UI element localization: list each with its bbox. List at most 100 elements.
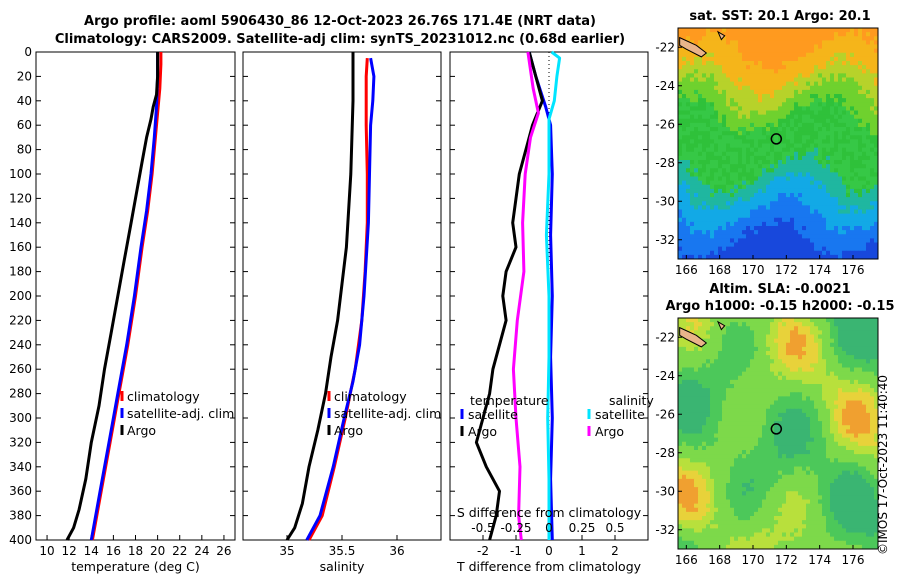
y-tick-label: 140: [9, 216, 32, 230]
y-tick-label: 320: [9, 435, 32, 449]
legend-header: salinity: [609, 393, 654, 408]
legend-label: satellite: [468, 407, 518, 422]
y-tick-label: 60: [17, 118, 32, 132]
top-tick-label: -0.25: [500, 521, 531, 535]
y-tick-label: 300: [9, 411, 32, 425]
series-argo: [65, 52, 160, 541]
x-tick-label: 176: [842, 553, 865, 567]
x-tick-label: 172: [775, 263, 798, 277]
x-tick-label: 14: [84, 544, 99, 558]
x-tick-label: 24: [194, 544, 209, 558]
y-tick-label: 120: [9, 191, 32, 205]
climatology-title: Climatology: CARS2009. Satellite-adj cli…: [54, 32, 626, 47]
x-tick-label: 0: [545, 544, 553, 558]
x-tick-label: 166: [675, 263, 698, 277]
x-tick-label: 20: [150, 544, 165, 558]
panel-temperature: [35, 51, 236, 541]
land-new-caledonia: [679, 326, 708, 348]
top-tick-label: 0.5: [605, 521, 624, 535]
x-tick-label: 176: [842, 263, 865, 277]
y-tick-label: -26: [655, 117, 675, 131]
sla-map-subtitle: Argo h1000: -0.15 h2000: -0.15: [665, 299, 895, 314]
x-tick-label: 35.5: [329, 544, 356, 558]
x-tick-label: 170: [742, 553, 765, 567]
x-tick-label: 174: [808, 263, 831, 277]
panel-salinity: [242, 51, 442, 541]
y-tick-label: 20: [17, 69, 32, 83]
x-tick-label: 35: [279, 544, 294, 558]
legend-label: satellite-adj. clim: [334, 406, 441, 421]
y-tick-label: -22: [655, 330, 675, 344]
y-tick-label: 160: [9, 240, 32, 254]
y-tick-label: 0: [24, 45, 32, 59]
y-tick-label: 260: [9, 362, 32, 376]
y-tick-label: 100: [9, 167, 32, 181]
y-tick-label: 340: [9, 460, 32, 474]
series-satellite-adj-clim: [89, 52, 160, 541]
map-field: [678, 318, 879, 550]
x-tick-label: 12: [62, 544, 77, 558]
x-tick-label: 174: [808, 553, 831, 567]
y-tick-label: -22: [655, 40, 675, 54]
legend-label: satellite: [595, 407, 645, 422]
legend-label: climatology: [127, 389, 200, 404]
legend-header: temperature: [470, 393, 549, 408]
profile-location-marker: [770, 133, 783, 145]
profile-location-marker: [770, 423, 783, 435]
y-tick-label: 380: [9, 509, 32, 523]
x-tick-label: 166: [675, 553, 698, 567]
y-tick-label: 360: [9, 484, 32, 498]
series-salinity-satellite: [544, 50, 562, 540]
y-tick-label: 40: [17, 94, 32, 108]
legend-label: Argo: [595, 424, 624, 439]
legend-label: Argo: [127, 423, 156, 438]
x-tick-label: 16: [106, 544, 121, 558]
sst-map-title: sat. SST: 20.1 Argo: 20.1: [689, 9, 871, 24]
sla-map: [677, 317, 879, 550]
map-frame: [677, 317, 879, 550]
x-tick-label: 1: [578, 544, 586, 558]
sla-map-title: Altim. SLA: -0.0021: [709, 282, 851, 297]
legend-label: Argo: [334, 423, 363, 438]
legend-label: Argo: [468, 424, 497, 439]
x-tick-label: 168: [708, 263, 731, 277]
x-tick-label: 2: [611, 544, 619, 558]
y-tick-label: -30: [655, 194, 675, 208]
top-tick-label: 0.25: [569, 521, 596, 535]
x-tick-label: 36: [389, 544, 404, 558]
y-tick-label: -30: [655, 484, 675, 498]
x-tick-label: 10: [39, 544, 54, 558]
top-axis-label: S difference from climatology: [457, 505, 642, 520]
map-field: [678, 28, 879, 260]
series-argo: [285, 52, 355, 541]
x-tick-label: 170: [742, 263, 765, 277]
panel-differences: [449, 50, 649, 541]
y-tick-label: -26: [655, 407, 675, 421]
y-tick-label: -24: [655, 79, 675, 93]
x-tick-label: 22: [172, 544, 187, 558]
land-loyalty-islands: [716, 30, 726, 41]
x-tick-label: 168: [708, 553, 731, 567]
y-tick-label: -24: [655, 369, 675, 383]
y-tick-label: 200: [9, 289, 32, 303]
x-axis-label: temperature (deg C): [71, 559, 200, 574]
map-frame: [677, 27, 879, 260]
x-tick-label: 172: [775, 553, 798, 567]
y-tick-label: 240: [9, 338, 32, 352]
y-tick-label: 180: [9, 265, 32, 279]
y-tick-label: 80: [17, 143, 32, 157]
x-axis-label: T difference from climatology: [456, 559, 642, 574]
y-tick-label: -32: [655, 523, 675, 537]
x-axis-label: salinity: [320, 559, 365, 574]
x-tick-label: 26: [216, 544, 231, 558]
profile-title: Argo profile: aoml 5906430_86 12-Oct-202…: [84, 14, 596, 29]
legend-label: satellite-adj. clim: [127, 406, 234, 421]
top-tick-label: -0.5: [471, 521, 494, 535]
series-satellite-adj-clim: [305, 57, 376, 541]
y-tick-label: -28: [655, 446, 675, 460]
x-tick-label: -1: [510, 544, 522, 558]
x-tick-label: 18: [128, 544, 143, 558]
land-new-caledonia: [679, 36, 708, 58]
legend-label: climatology: [334, 389, 407, 404]
